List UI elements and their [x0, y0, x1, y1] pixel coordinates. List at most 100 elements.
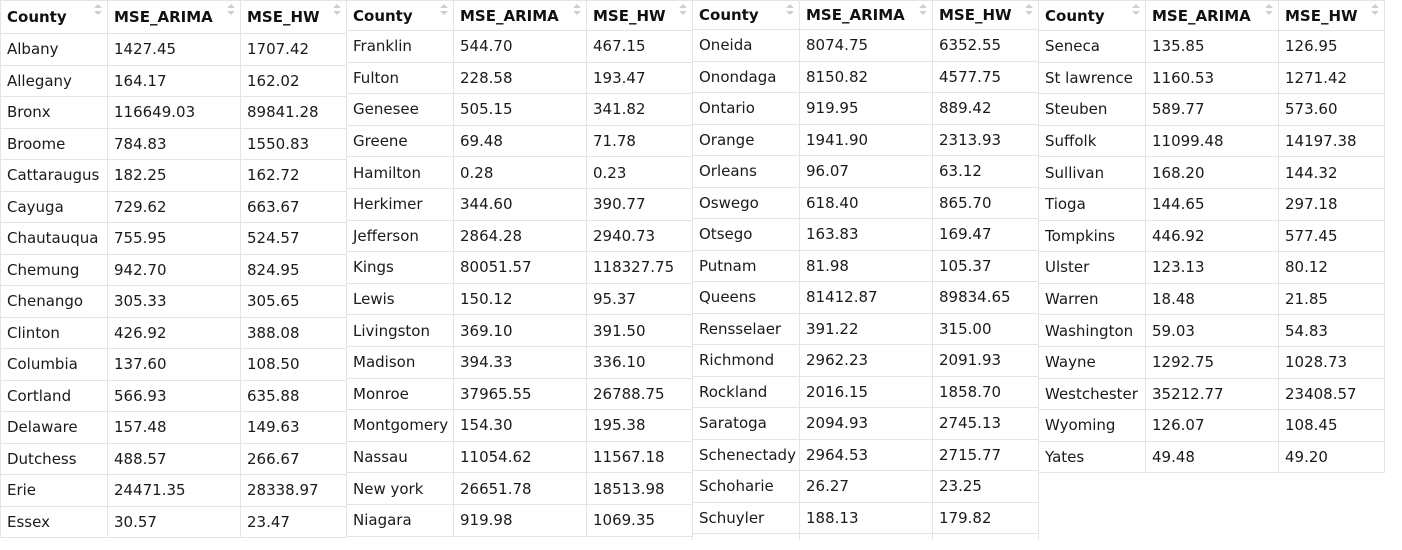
mse-hw-cell: 18513.98 — [586, 472, 693, 505]
mse-arima-cell: 49.48 — [1145, 440, 1279, 474]
mse-arima-cell: 8150.82 — [799, 60, 933, 93]
county-cell: Otsego — [692, 218, 800, 251]
table-row: Niagara 919.98 1069.35 — [346, 503, 693, 537]
table-row: Kings 80051.57 118327.75 — [346, 251, 693, 284]
header-row: County MSE_ARIMA MSE_HW — [346, 0, 693, 31]
sort-arrows-icon[interactable] — [679, 4, 687, 18]
county-cell: Columbia — [0, 348, 108, 381]
mse-hw-cell: 195.38 — [586, 409, 693, 442]
county-cell: Schenectady — [692, 438, 800, 471]
county-cell: New york — [346, 472, 454, 505]
column-header-label: MSE_ARIMA — [806, 6, 905, 24]
county-cell: Broome — [0, 127, 108, 160]
mse-arima-cell: 37965.55 — [453, 377, 587, 411]
table-row: Saratoga 2094.93 2745.13 — [692, 407, 1039, 440]
table-row: Nassau 11054.62 11567.18 — [346, 440, 693, 474]
column-header-mse-hw[interactable]: MSE_HW — [240, 0, 347, 34]
sort-arrows-icon[interactable] — [94, 4, 102, 18]
table-row: Schoharie 26.27 23.25 — [692, 470, 1039, 503]
mse-arima-cell: 150.12 — [453, 282, 587, 316]
sort-arrows-icon[interactable] — [1265, 4, 1273, 18]
mse-arima-cell: 919.98 — [453, 503, 587, 537]
mse-arima-cell: 123.13 — [1145, 251, 1279, 284]
county-cell: Chenango — [0, 285, 108, 318]
column-header-county[interactable]: County — [0, 0, 108, 34]
table-row: Tioga 144.65 297.18 — [1038, 187, 1385, 221]
header-row: County MSE_ARIMA MSE_HW — [1038, 0, 1385, 31]
table-row: Sullivan 168.20 144.32 — [1038, 156, 1385, 189]
table-row: Livingston 369.10 391.50 — [346, 314, 693, 347]
mse-arima-cell: 755.95 — [107, 222, 241, 255]
table-row: Ulster 123.13 80.12 — [1038, 251, 1385, 284]
mse-arima-cell: 446.92 — [1145, 219, 1279, 253]
table-row: Fulton 228.58 193.47 — [346, 61, 693, 95]
sort-arrows-icon[interactable] — [919, 4, 927, 18]
column-header-mse-arima[interactable]: MSE_ARIMA — [799, 0, 933, 30]
column-header-county[interactable]: County — [1038, 0, 1146, 31]
mse-arima-cell: 96.07 — [799, 155, 933, 188]
table-row: Onondaga 8150.82 4577.75 — [692, 60, 1039, 93]
county-cell: Orleans — [692, 155, 800, 188]
mse-hw-cell: 889.42 — [932, 92, 1039, 125]
mse-hw-cell: 21.85 — [1278, 282, 1385, 316]
table-row: Schuyler 188.13 179.82 — [692, 501, 1039, 534]
county-cell: Rockland — [692, 375, 800, 408]
sort-arrows-icon[interactable] — [573, 4, 581, 18]
county-cell: Fulton — [346, 61, 454, 95]
mse-arima-cell: 1941.90 — [799, 123, 933, 156]
sort-arrows-icon[interactable] — [1371, 4, 1379, 18]
mse-arima-cell: 182.25 — [107, 159, 241, 192]
sort-arrows-icon[interactable] — [786, 4, 794, 18]
mse-hw-cell: 391.50 — [586, 314, 693, 347]
mse-hw-cell: 1028.73 — [1278, 345, 1385, 379]
county-cell: Jefferson — [346, 219, 454, 253]
table-row: Suffolk 11099.48 14197.38 — [1038, 124, 1385, 158]
table-row: Seneca 135.85 126.95 — [1038, 30, 1385, 63]
county-cell: Niagara — [346, 503, 454, 537]
table-row: Herkimer 344.60 390.77 — [346, 187, 693, 221]
sort-arrows-icon[interactable] — [1132, 4, 1140, 18]
table-row: Yates 49.48 49.20 — [1038, 440, 1385, 474]
mse-arima-cell: 426.92 — [107, 316, 241, 349]
column-header-mse-arima[interactable]: MSE_ARIMA — [1145, 0, 1279, 31]
mse-arima-cell: 919.95 — [799, 92, 933, 125]
column-header-county[interactable]: County — [692, 0, 800, 30]
table-row: Tompkins 446.92 577.45 — [1038, 219, 1385, 253]
table-row: Orleans 96.07 63.12 — [692, 155, 1039, 188]
mse-hw-cell: 63.12 — [932, 155, 1039, 188]
mse-hw-cell: 71.78 — [586, 124, 693, 158]
mse-arima-cell: 168.20 — [1145, 156, 1279, 189]
county-cell: Chemung — [0, 253, 108, 286]
mse-arima-cell: 163.83 — [799, 218, 933, 251]
mse-arima-cell: 80051.57 — [453, 251, 587, 284]
column-header-mse-hw[interactable]: MSE_HW — [932, 0, 1039, 30]
county-cell: Ontario — [692, 92, 800, 125]
county-cell: Steuben — [1038, 93, 1146, 126]
mse-arima-cell: 69.48 — [453, 124, 587, 158]
table-row: Ontario 919.95 889.42 — [692, 92, 1039, 125]
sort-arrows-icon[interactable] — [333, 4, 341, 18]
column-header-mse-arima[interactable]: MSE_ARIMA — [107, 0, 241, 34]
table-row: Rockland 2016.15 1858.70 — [692, 375, 1039, 408]
mse-hw-cell: 126.95 — [1278, 30, 1385, 63]
county-cell: Delaware — [0, 411, 108, 444]
mse-hw-cell: 2715.77 — [932, 438, 1039, 471]
mse-hw-cell: 0.23 — [586, 156, 693, 189]
mse-hw-cell: 108.50 — [240, 348, 347, 381]
column-header-mse-arima[interactable]: MSE_ARIMA — [453, 0, 587, 31]
header-row: County MSE_ARIMA MSE_HW — [0, 0, 347, 34]
table-row: Richmond 2962.23 2091.93 — [692, 344, 1039, 377]
mse-arima-cell: 144.65 — [1145, 187, 1279, 221]
table-row: Westchester 35212.77 23408.57 — [1038, 377, 1385, 411]
county-cell: Westchester — [1038, 377, 1146, 411]
county-cell: Tompkins — [1038, 219, 1146, 253]
column-header-mse-hw[interactable]: MSE_HW — [586, 0, 693, 31]
column-header-mse-hw[interactable]: MSE_HW — [1278, 0, 1385, 31]
sort-arrows-icon[interactable] — [440, 4, 448, 18]
county-cell: Wayne — [1038, 345, 1146, 379]
column-header-county[interactable]: County — [346, 0, 454, 31]
table-row: Clinton 426.92 388.08 — [0, 316, 347, 349]
sort-arrows-icon[interactable] — [1025, 4, 1033, 18]
county-cell: Richmond — [692, 344, 800, 377]
sort-arrows-icon[interactable] — [227, 4, 235, 18]
